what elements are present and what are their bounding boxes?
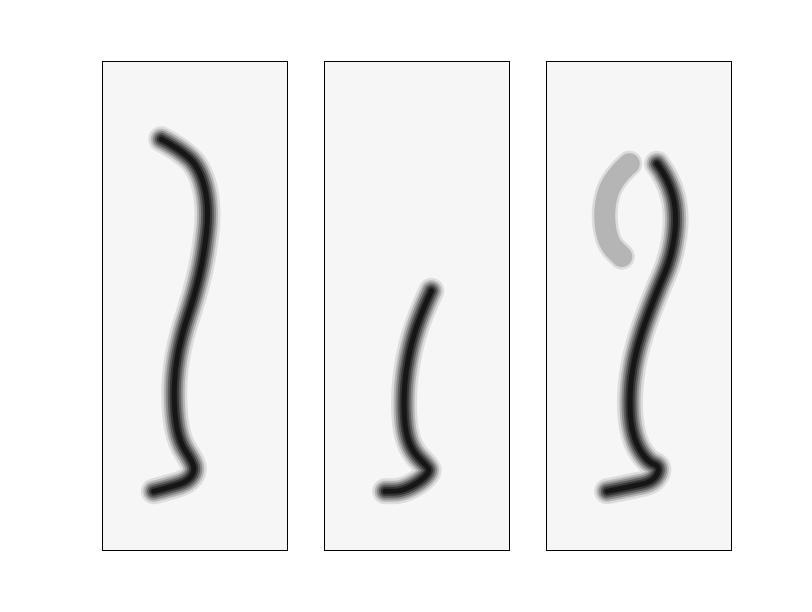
panel-3-main-stroke-contour-level-6 (604, 161, 679, 494)
panel-2-frame (324, 61, 510, 551)
panel-3-faint-lobe-contour-level-2 (594, 153, 640, 268)
panel-2 (324, 61, 510, 551)
panel-2-main-stroke-contour-level-6 (382, 288, 434, 494)
panel-1-frame (102, 61, 288, 551)
panel-1 (102, 61, 288, 551)
panel-3 (546, 61, 732, 551)
panel-3-frame (546, 61, 732, 551)
panel-1-main-stroke-contour-level-6 (151, 136, 211, 494)
